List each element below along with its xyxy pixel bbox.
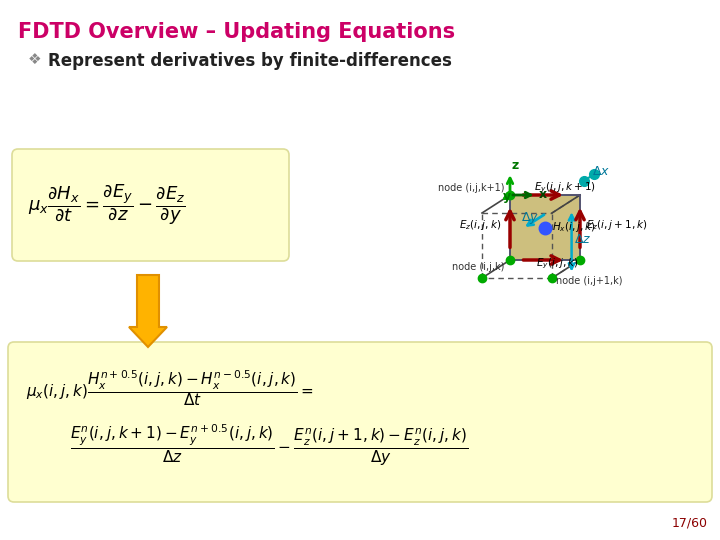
Text: Represent derivatives by finite-differences: Represent derivatives by finite-differen…: [48, 52, 452, 70]
Text: x: x: [539, 188, 546, 201]
Text: node (i,j,k+1): node (i,j,k+1): [438, 183, 504, 193]
FancyArrow shape: [129, 275, 167, 347]
Text: z: z: [512, 159, 519, 172]
Text: ❖: ❖: [28, 52, 42, 67]
Text: $E_z(i,j+1,k)$: $E_z(i,j+1,k)$: [587, 218, 648, 232]
Text: $\mu_x \dfrac{\partial H_x}{\partial t} = \dfrac{\partial E_y}{\partial z} - \df: $\mu_x \dfrac{\partial H_x}{\partial t} …: [28, 183, 186, 227]
Text: node (i,j,k): node (i,j,k): [451, 262, 504, 272]
Text: 17/60: 17/60: [672, 517, 708, 530]
Text: FDTD Overview – Updating Equations: FDTD Overview – Updating Equations: [18, 22, 455, 42]
Text: $\Delta z$: $\Delta z$: [574, 233, 591, 246]
Text: y: y: [503, 190, 510, 203]
Text: $E_z(i,j,k)$: $E_z(i,j,k)$: [459, 218, 502, 232]
FancyBboxPatch shape: [8, 342, 712, 502]
Text: $\mu_x(i,j,k)\dfrac{H_x^{n+0.5}(i,j,k)-H_x^{n-0.5}(i,j,k)}{\Delta t} = $: $\mu_x(i,j,k)\dfrac{H_x^{n+0.5}(i,j,k)-H…: [26, 368, 314, 408]
Text: $\Delta x$: $\Delta x$: [592, 165, 610, 178]
Polygon shape: [510, 195, 580, 260]
Text: $E_y(i,j,k)$: $E_y(i,j,k)$: [536, 257, 579, 271]
Text: $\dfrac{E_y^n(i,j,k+1)-E_y^{n+0.5}(i,j,k)}{\Delta z} - \dfrac{E_z^n(i,j+1,k)-E_z: $\dfrac{E_y^n(i,j,k+1)-E_y^{n+0.5}(i,j,k…: [70, 422, 469, 468]
FancyBboxPatch shape: [12, 149, 289, 261]
Text: $H_x(i,j,k)$: $H_x(i,j,k)$: [552, 219, 596, 233]
Text: node (i,j+1,k): node (i,j+1,k): [556, 276, 623, 286]
Text: $E_y(i,j,k+1)$: $E_y(i,j,k+1)$: [534, 180, 597, 194]
Text: $\Delta y$: $\Delta y$: [521, 210, 539, 226]
